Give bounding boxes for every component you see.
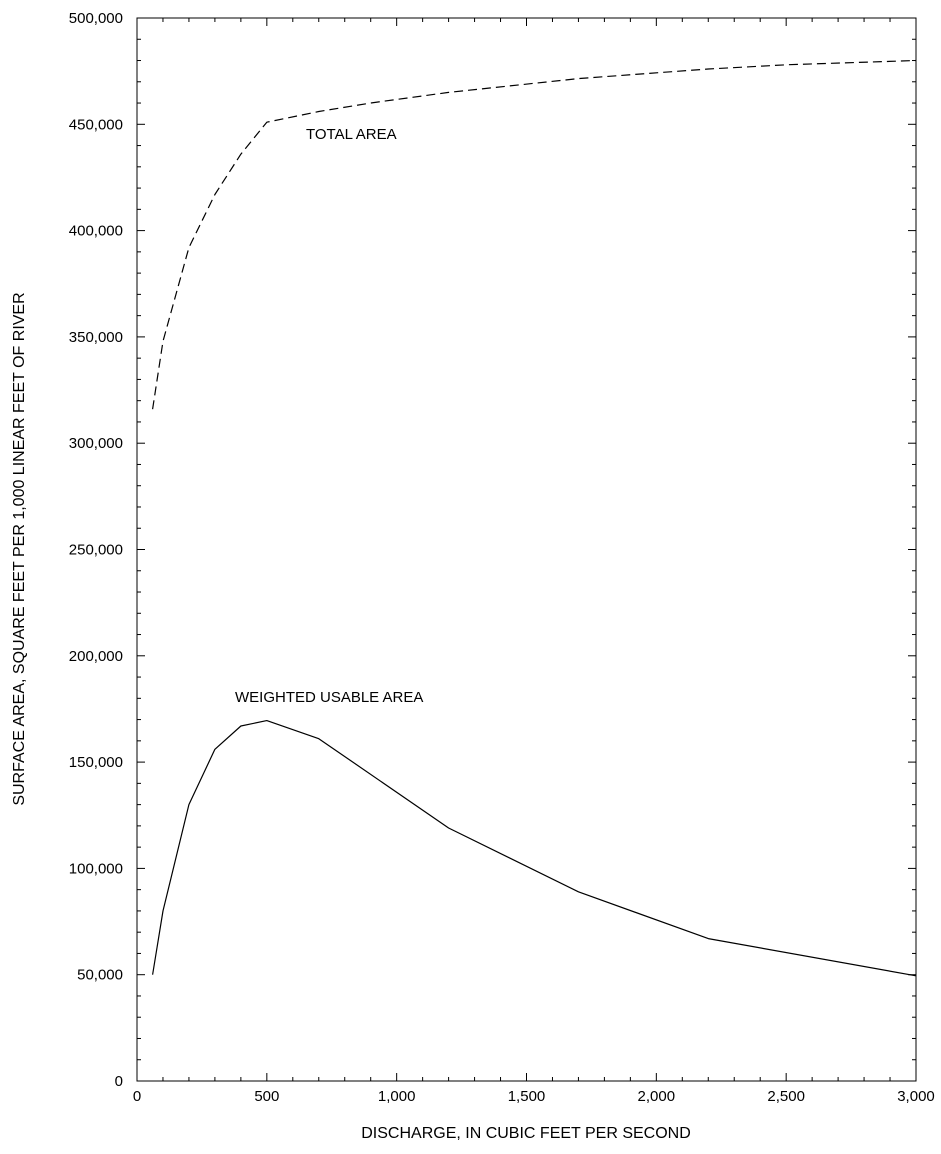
y-tick-label: 50,000 <box>77 967 123 984</box>
y-tick-label: 100,000 <box>69 860 123 877</box>
x-tick-label: 1,500 <box>508 1088 546 1105</box>
y-tick-label: 350,000 <box>69 329 123 346</box>
y-tick-label: 450,000 <box>69 116 123 133</box>
y-tick-label: 150,000 <box>69 754 123 771</box>
series-line-total-area <box>152 59 917 410</box>
plot-frame <box>136 17 917 1082</box>
series-line-weighted-usable-area <box>152 719 917 977</box>
y-tick-label: 200,000 <box>69 648 123 665</box>
y-tick-label: 500,000 <box>69 10 123 27</box>
x-tick-label: 1,000 <box>378 1088 416 1105</box>
y-tick-label: 0 <box>115 1073 123 1090</box>
x-tick-label: 500 <box>254 1088 279 1105</box>
y-tick-label: 400,000 <box>69 223 123 240</box>
series-layer <box>152 59 917 977</box>
x-tick-label: 0 <box>133 1088 141 1105</box>
y-axis-title: SURFACE AREA, SQUARE FEET PER 1,000 LINE… <box>11 292 28 805</box>
y-tick-label: 300,000 <box>69 435 123 452</box>
ticks-layer: 0 500 1,000 1,500 2,000 2,500 3,000 0 50,000 100,… <box>69 10 935 1105</box>
y-tick-label: 250,000 <box>69 542 123 559</box>
annotation-weighted-usable-area: WEIGHTED USABLE AREA <box>235 689 423 706</box>
x-tick-label: 3,000 <box>897 1088 935 1105</box>
x-tick-label: 2,000 <box>638 1088 676 1105</box>
annotation-total-area: TOTAL AREA <box>306 126 397 143</box>
x-tick-label: 2,500 <box>767 1088 805 1105</box>
x-axis-title: DISCHARGE, IN CUBIC FEET PER SECOND <box>361 1125 691 1142</box>
